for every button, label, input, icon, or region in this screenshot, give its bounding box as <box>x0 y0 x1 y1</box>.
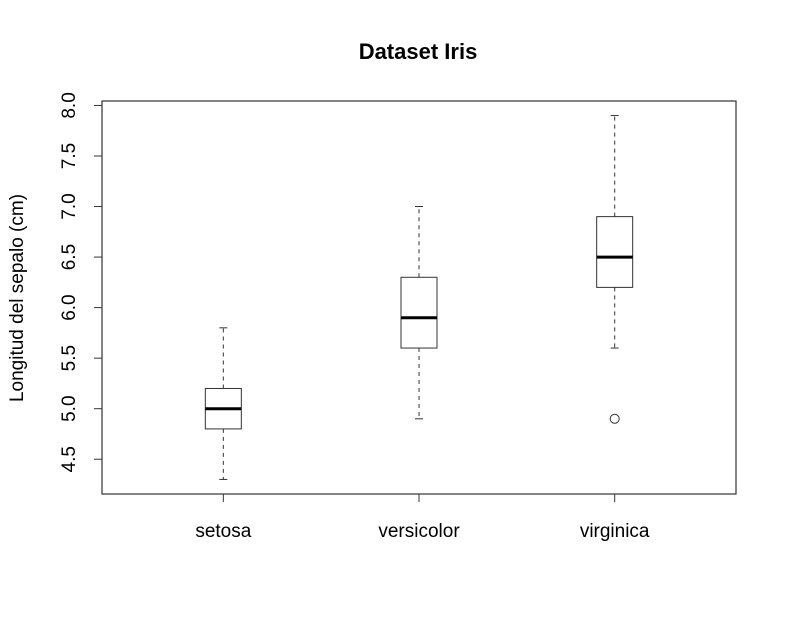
outlier <box>609 413 620 424</box>
y-axis-title: Longitud del sepalo (cm) <box>7 194 28 402</box>
box <box>400 276 438 349</box>
y-tick-label: 8.0 <box>59 92 80 118</box>
y-tick-label: 5.5 <box>59 345 80 371</box>
y-tick-label: 7.5 <box>59 143 80 169</box>
x-tick-label: virginica <box>580 521 650 542</box>
x-tick-label: versicolor <box>378 521 460 542</box>
y-tick-label: 5.0 <box>59 395 80 421</box>
y-tick-label: 7.0 <box>59 193 80 219</box>
box <box>596 216 634 288</box>
y-tick-label: 6.0 <box>59 294 80 320</box>
y-tick-label: 6.5 <box>59 244 80 270</box>
y-tick-label: 4.5 <box>59 446 80 472</box>
x-tick-label: setosa <box>195 521 251 542</box>
chart-title: Dataset Iris <box>359 39 478 64</box>
